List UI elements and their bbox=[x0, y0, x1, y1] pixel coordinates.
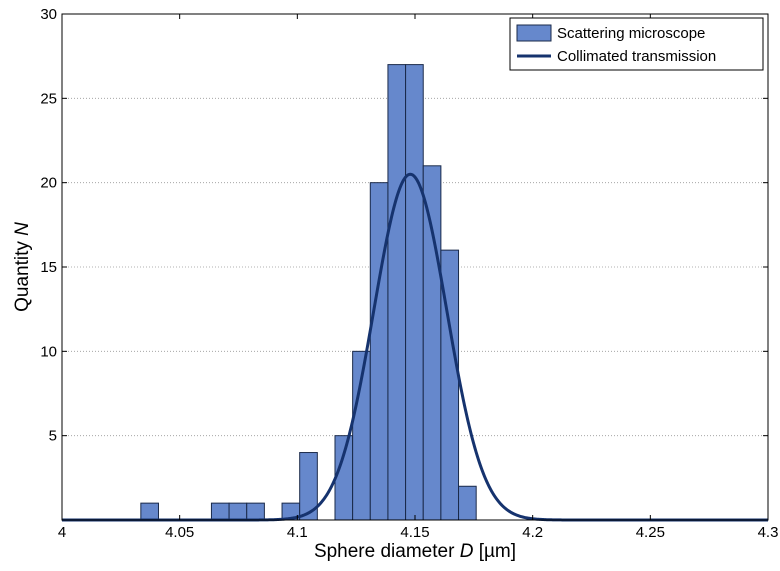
legend-label-histogram: Scattering microscope bbox=[557, 25, 705, 42]
histogram-bar bbox=[334, 435, 354, 521]
legend-box bbox=[509, 17, 764, 71]
histogram-bar bbox=[405, 64, 424, 521]
y-axis-label: Quantity N bbox=[12, 222, 33, 312]
legend-swatch-histogram bbox=[516, 24, 552, 42]
legend-label-curve: Collimated transmission bbox=[557, 48, 716, 65]
x-tick-label: 4.25 bbox=[636, 524, 665, 541]
x-tick-label: 4.1 bbox=[287, 524, 308, 541]
x-tick-label: 4.05 bbox=[165, 524, 194, 541]
histogram-bar bbox=[387, 64, 407, 521]
axis-ticks: 4 4.05 4.1 4.15 4.2 4.25 4.3 5 10 15 20 25 30 bbox=[40, 6, 778, 541]
grid-lines bbox=[62, 97, 768, 437]
x-tick-label: 4.3 bbox=[758, 524, 779, 541]
x-tick-label: 4.15 bbox=[400, 524, 429, 541]
y-tick-label: 25 bbox=[40, 90, 57, 107]
x-tick-label: 4 bbox=[58, 524, 66, 541]
histogram-bar bbox=[140, 502, 159, 521]
legend: Scattering microscope Collimated transmi… bbox=[509, 17, 764, 71]
y-tick-label: 10 bbox=[40, 343, 57, 360]
histogram-bar bbox=[458, 485, 477, 521]
histogram-bar bbox=[369, 182, 389, 521]
histogram-bar bbox=[246, 502, 265, 521]
y-tick-label: 5 bbox=[49, 428, 57, 445]
y-tick-label: 20 bbox=[40, 175, 57, 192]
histogram-bars bbox=[140, 64, 477, 521]
y-tick-label: 30 bbox=[40, 6, 57, 23]
x-axis-label: Sphere diameter D [µm] bbox=[314, 541, 516, 562]
histogram-bar bbox=[228, 502, 248, 521]
histogram-bar bbox=[422, 165, 442, 521]
y-tick-label: 15 bbox=[40, 259, 57, 276]
histogram-bar bbox=[210, 502, 230, 521]
x-tick-label: 4.2 bbox=[522, 524, 543, 541]
